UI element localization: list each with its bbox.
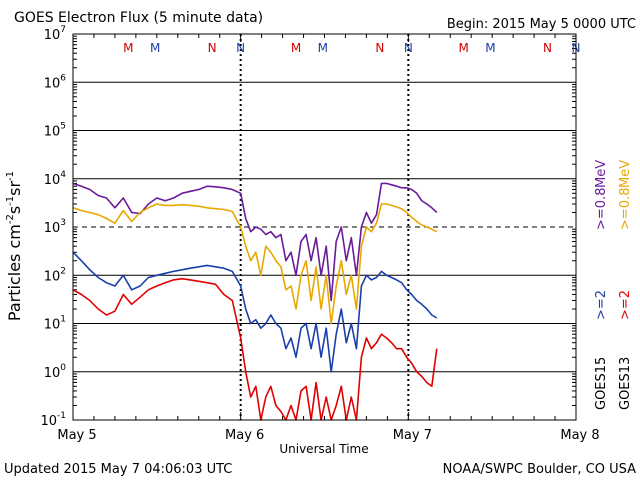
x-tick-labels: May 5 May 6 May 7 May 8 [57,428,599,443]
y-tick-exponent: 5 [60,122,66,132]
y-tick-exponent: 0 [60,363,66,373]
legend-goes13: GOES13 [618,357,633,410]
mn-marker-n: N [543,41,552,55]
y-axis-label-exp1: -2 [5,214,16,224]
y-tick-base: 10 [44,125,61,140]
y-tick-label: 104 [44,170,67,188]
day-markers [239,34,410,420]
y-tick-label: 101 [44,315,66,333]
y-axis-label-main: Particles cm [5,224,24,321]
y-tick-exponent: 1 [60,315,66,325]
mn-marker-m: M [485,41,495,55]
plot-frame [72,33,577,421]
y-tick-exponent: -1 [57,411,66,421]
y-tick-base: 10 [44,221,61,236]
y-tick-label: 105 [44,122,66,140]
y-tick-base: 10 [44,173,61,188]
mn-marker-m: M [458,41,468,55]
y-tick-base: 10 [44,28,61,43]
y-axis-label-exp2: -1 [5,196,16,206]
gridlines [72,34,577,420]
legend-goes13-mev-unit: MeV [618,160,633,188]
legend-goes15-mev-unit: MeV [594,160,609,188]
begin-time-label: Begin: 2015 May 5 0000 UTC [447,17,636,32]
y-tick-base: 10 [44,269,61,284]
mn-marker-m: M [291,41,301,55]
mn-marker-m: M [150,41,160,55]
y-tick-exponent: 2 [60,266,66,276]
y-tick-label: 107 [44,25,66,43]
y-tick-base: 10 [44,76,61,91]
series-line-3 [72,277,438,421]
y-tick-label: 10-1 [40,411,66,429]
y-axis-label: Particles cm-2s-1sr-1 [5,171,24,321]
legend-goes15-08mev: >=0.8 [594,188,609,230]
legend-goes15-2mev: >=2 [594,290,609,320]
y-tick-exponent: 3 [60,218,66,228]
x-tick-label: May 7 [393,428,432,443]
y-tick-exponent: 4 [60,170,66,180]
y-tick-exponent: 7 [60,25,66,35]
legend-goes15: GOES15 [594,357,609,410]
series-line-1 [72,203,438,325]
x-tick-label: May 5 [57,428,96,443]
x-tick-label: May 8 [560,428,599,443]
credit-label: NOAA/SWPC Boulder, CO USA [443,462,636,477]
legend-goes13-2mev: >=2 [618,290,633,320]
x-axis-label: Universal Time [279,442,368,456]
y-tick-label: 103 [44,218,66,236]
legend: GOES15 GOES13 >=2 >=2 >=0.8 >=0.8 MeV Me… [594,160,633,410]
y-tick-base: 10 [44,318,61,333]
y-tick-label: 106 [44,73,67,91]
mn-marker-n: N [208,41,217,55]
y-tick-label: 102 [44,266,66,284]
mn-marker-m: M [318,41,328,55]
mn-marker-n: N [236,41,245,55]
x-tick-label: May 6 [225,428,264,443]
data-series [72,182,438,421]
y-axis-label-mid1: s [5,206,24,214]
chart-title: GOES Electron Flux (5 minute data) [14,10,263,26]
mn-marker-n: N [375,41,384,55]
y-tick-exponent: 6 [60,73,66,83]
updated-timestamp: Updated 2015 May 7 04:06:03 UTC [4,462,232,477]
y-tick-base: 10 [40,414,57,429]
series-line-0 [72,182,438,302]
mn-marker-m: M [123,41,133,55]
y-axis-label-exp3: -1 [5,171,16,181]
y-tick-label: 100 [44,363,67,381]
y-axis-label-mid2: sr [5,181,24,196]
legend-goes13-08mev: >=0.8 [618,188,633,230]
mn-marker-n: N [404,41,413,55]
y-tick-base: 10 [44,366,61,381]
series-line-2 [72,251,438,373]
